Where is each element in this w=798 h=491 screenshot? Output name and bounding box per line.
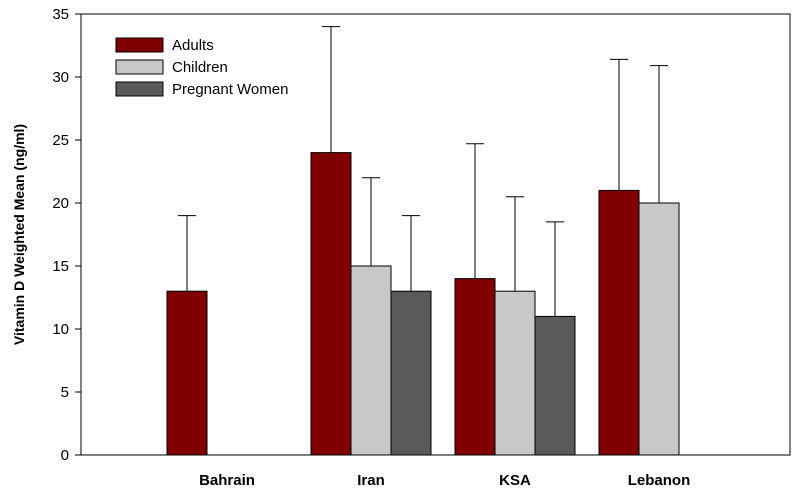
y-axis-title: Vitamin D Weighted Mean (ng/ml): [11, 124, 27, 345]
legend-swatch: [115, 37, 164, 53]
x-category-label: Lebanon: [628, 472, 691, 489]
x-category-label: Bahrain: [199, 472, 255, 489]
legend-label: Pregnant Women: [172, 81, 288, 98]
y-tick-label: 15: [52, 258, 69, 275]
legend: Adults Children Pregnant Women: [115, 37, 288, 98]
plot-frame: [80, 13, 791, 456]
y-tick-label: 25: [52, 132, 69, 149]
y-tick-label: 10: [52, 321, 69, 338]
legend-label: Children: [172, 59, 228, 76]
x-category-label: Iran: [357, 472, 385, 489]
y-tick-label: 30: [52, 69, 69, 86]
bar-adults-lebanon: [598, 189, 640, 456]
bar-children-lebanon: [638, 202, 680, 456]
bar-adults-ksa: [454, 278, 496, 456]
legend-swatch: [115, 59, 164, 75]
y-tick-label: 35: [52, 6, 69, 23]
bar-adults-iran: [310, 152, 352, 456]
y-tick-label: 5: [61, 384, 69, 401]
y-tick-label: 20: [52, 195, 69, 212]
bar-children-ksa: [494, 290, 536, 456]
bar-pregnant-women-iran: [390, 290, 432, 456]
bar-pregnant-women-ksa: [534, 315, 576, 456]
bar-adults-bahrain: [166, 290, 208, 456]
x-category-label: KSA: [499, 472, 531, 489]
axes: 0 5 10 15 20 25 30 35 Bahrain Iran KSA Lebanon: [52, 6, 791, 489]
plot-area: [166, 26, 680, 456]
bar-children-iran: [350, 265, 392, 456]
y-tick-label: 0: [61, 447, 69, 464]
legend-label: Adults: [172, 37, 214, 54]
legend-swatch: [115, 81, 164, 97]
